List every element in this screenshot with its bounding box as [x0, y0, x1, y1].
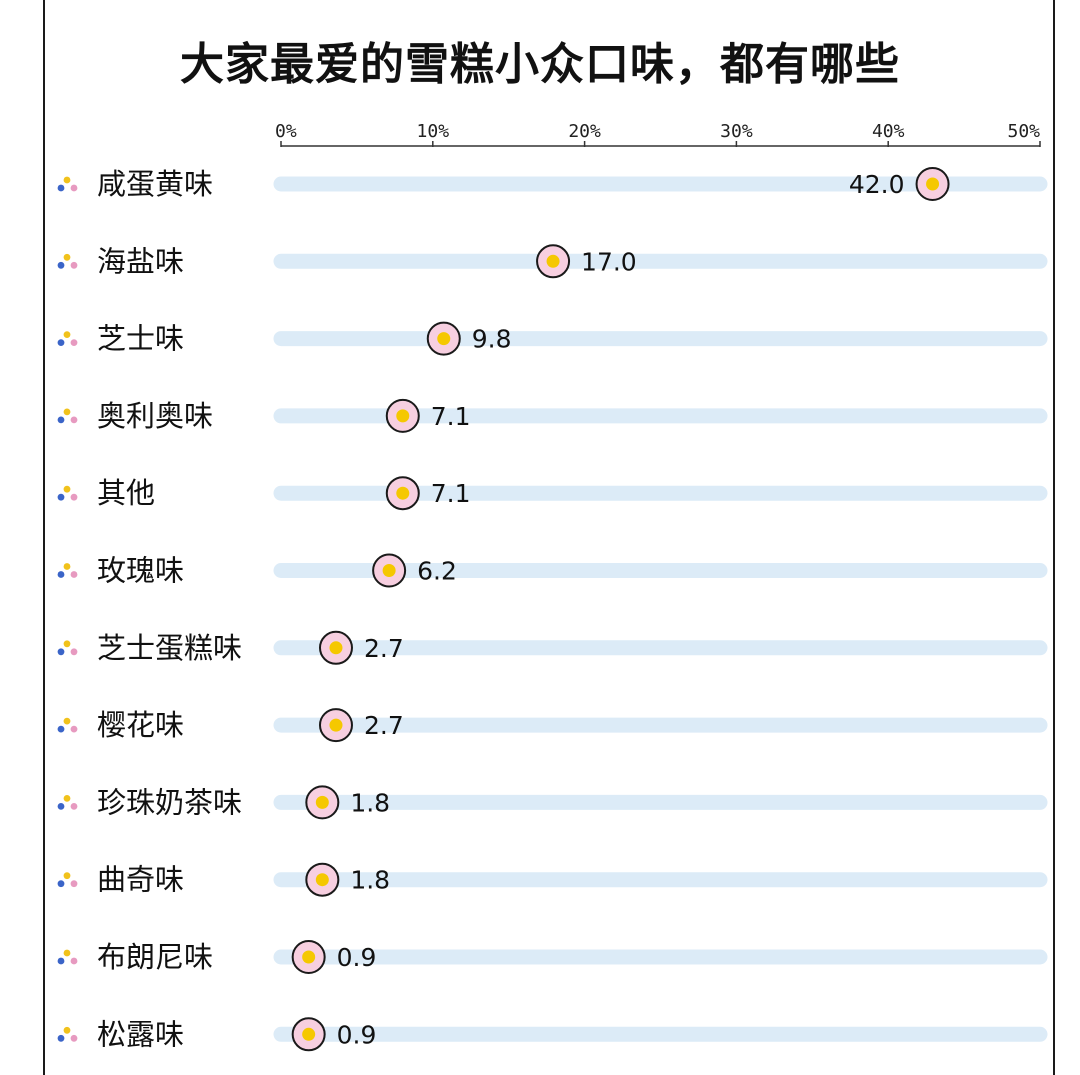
value-dot-core	[926, 177, 940, 191]
category-label: 樱花味	[97, 708, 184, 742]
category-bullet-icon	[70, 493, 78, 501]
category-bullet-icon	[63, 717, 71, 725]
value-dot-core	[396, 409, 410, 423]
category-bullet-icon	[57, 261, 65, 269]
value-dot-core	[382, 564, 396, 577]
value-label: 9.8	[472, 325, 512, 354]
value-dot-core	[396, 486, 410, 500]
category-bullet-icon	[57, 571, 65, 578]
category-label: 其他	[97, 476, 155, 510]
value-label: 2.7	[364, 711, 404, 740]
category-label: 玫瑰味	[97, 554, 184, 588]
category-bullet-icon	[57, 339, 65, 346]
category-bullet-icon	[70, 880, 78, 888]
category-bullet-icon	[70, 803, 78, 810]
category-bullet-icon	[70, 339, 78, 346]
category-bullet-icon	[70, 1034, 78, 1042]
x-tick-label: 40%	[872, 121, 905, 142]
category-bullet-icon	[70, 957, 78, 965]
value-label: 6.2	[417, 557, 457, 586]
category-bullet-icon	[63, 795, 71, 802]
value-dot-core	[329, 641, 343, 655]
x-tick-label: 50%	[1007, 121, 1040, 142]
category-bullet-icon	[57, 880, 65, 888]
value-dot-core	[329, 718, 343, 732]
category-bullet-icon	[70, 261, 78, 269]
category-bullet-icon	[70, 648, 78, 656]
category-bullet-icon	[63, 253, 71, 261]
category-bullet-icon	[63, 872, 71, 880]
category-label: 芝士味	[97, 322, 184, 356]
value-dot-core	[315, 873, 329, 887]
category-bullet-icon	[70, 571, 78, 578]
x-tick-label: 0%	[275, 121, 297, 142]
category-bullet-icon	[63, 485, 71, 493]
category-bullet-icon	[70, 725, 78, 733]
value-dot-core	[302, 1027, 316, 1041]
value-label: 42.0	[849, 170, 905, 199]
category-bullet-icon	[57, 416, 65, 424]
category-bullet-icon	[57, 184, 65, 192]
category-bullet-icon	[63, 563, 71, 570]
category-label: 松露味	[97, 1017, 184, 1051]
value-label: 0.9	[337, 1020, 377, 1049]
value-label: 1.8	[350, 866, 390, 895]
category-bullet-icon	[57, 1034, 65, 1042]
category-bullet-icon	[57, 803, 65, 810]
category-label: 芝士蛋糕味	[97, 631, 242, 665]
value-label: 1.8	[350, 788, 390, 817]
category-bullet-icon	[63, 331, 71, 338]
category-label: 曲奇味	[97, 863, 184, 897]
value-dot-core	[315, 795, 329, 809]
category-bullet-icon	[63, 1026, 71, 1034]
category-bullet-icon	[63, 408, 71, 416]
category-label: 咸蛋黄味	[97, 167, 213, 201]
category-label: 布朗尼味	[97, 940, 213, 974]
category-bullet-icon	[57, 493, 65, 501]
category-bullet-icon	[57, 957, 65, 965]
category-bullet-icon	[63, 949, 71, 957]
category-bullet-icon	[70, 184, 78, 192]
category-bullet-icon	[63, 176, 71, 184]
category-bullet-icon	[57, 725, 65, 733]
value-label: 0.9	[337, 943, 377, 972]
chart-frame	[43, 0, 1055, 1075]
value-label: 7.1	[431, 402, 471, 431]
chart-title: 大家最爱的雪糕小众口味，都有哪些	[180, 39, 900, 90]
category-bullet-icon	[57, 648, 65, 656]
value-dot-core	[302, 950, 316, 964]
category-label: 珍珠奶茶味	[97, 785, 242, 819]
value-label: 2.7	[364, 634, 404, 663]
x-tick-label: 30%	[720, 121, 753, 142]
x-tick-label: 20%	[568, 121, 601, 142]
x-tick-label: 10%	[417, 121, 450, 142]
value-dot-core	[546, 254, 560, 268]
category-bullet-icon	[63, 640, 71, 648]
category-label: 奥利奥味	[97, 399, 213, 433]
value-dot-core	[437, 332, 451, 346]
category-label: 海盐味	[97, 244, 184, 278]
category-bullet-icon	[70, 416, 78, 424]
value-label: 7.1	[431, 479, 471, 508]
value-label: 17.0	[581, 247, 637, 276]
